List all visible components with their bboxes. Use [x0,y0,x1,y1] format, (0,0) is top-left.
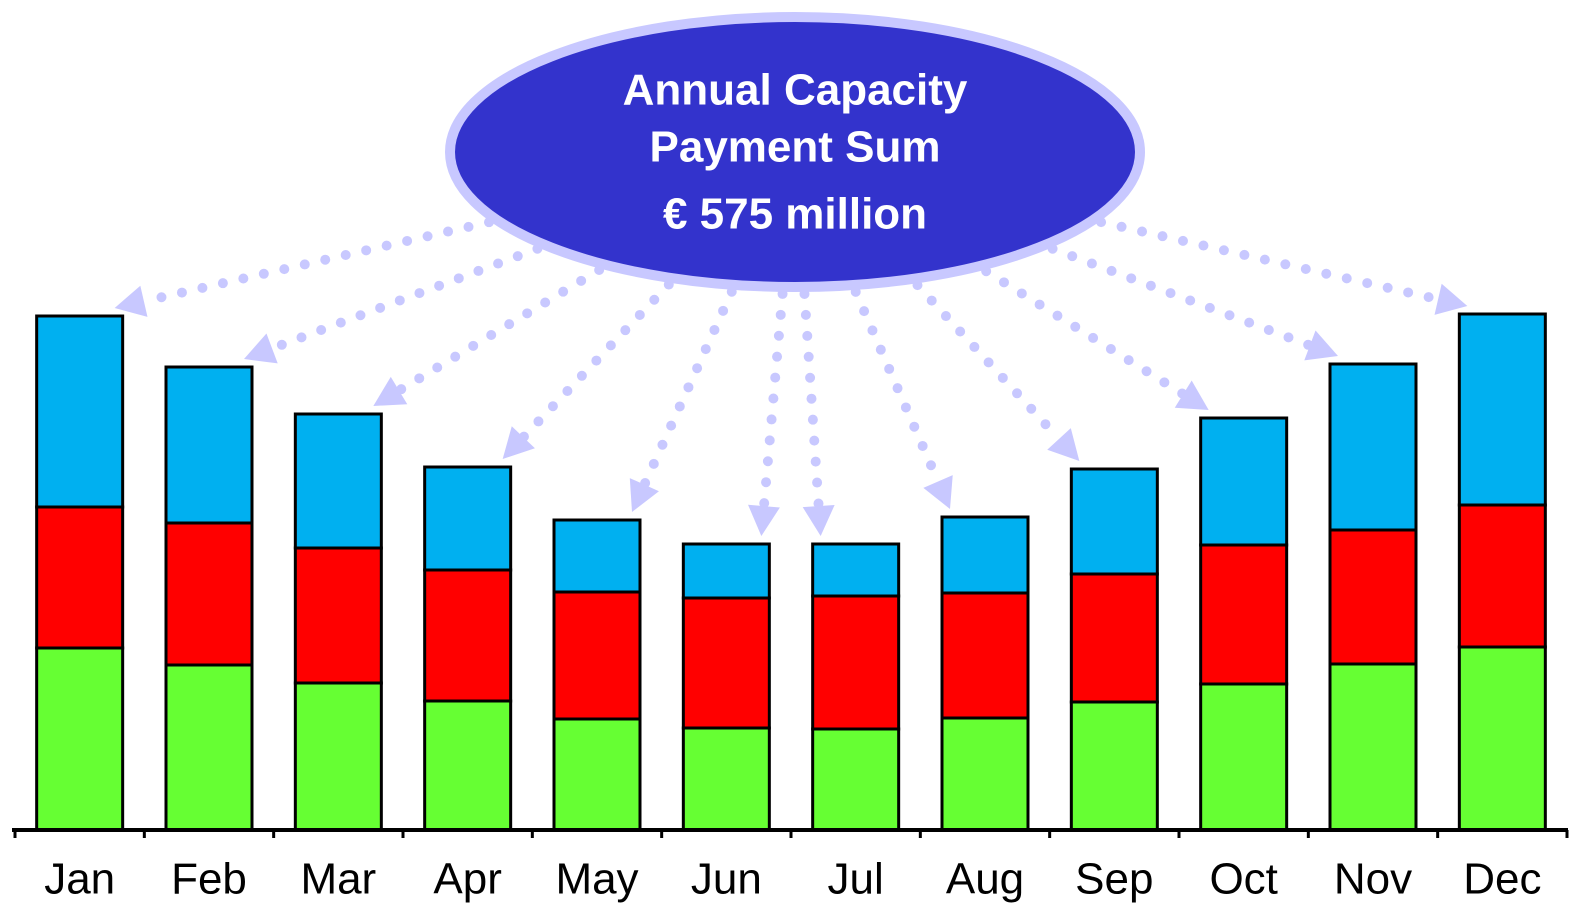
arrow-line [758,288,788,512]
x-tick-label: Mar [300,855,376,904]
bar-segment [552,518,642,594]
bar-segment [164,521,254,667]
bar-segment [1328,528,1418,666]
x-tick-label: Apr [433,855,501,904]
x-tick-label: Aug [946,855,1024,904]
x-tick-label: Feb [171,855,247,904]
x-tick-label: Oct [1209,855,1277,904]
arrow-line [912,280,1065,444]
annotation-line: € 575 million [663,190,927,239]
bar-segment [681,726,771,832]
bar-segment [35,505,125,650]
annotation-line: Annual Capacity [623,66,968,115]
bar-segment [1328,662,1418,832]
arrow-head [1047,428,1080,461]
bar-segment [552,717,642,832]
bar-segment [1199,416,1289,547]
x-tick-label: Jan [44,855,115,904]
arrow-line [138,217,494,307]
bar-segment [1069,572,1159,704]
arrow-head [802,504,835,536]
arrow-line [394,264,605,396]
bar-segment [293,546,383,685]
arrows [114,217,1468,536]
arrow-head [629,478,659,512]
arrow-head [923,475,953,509]
bar-segment [35,314,125,509]
arrow-head [1304,330,1338,361]
bar-segment [35,646,125,832]
bars [35,312,1547,832]
arrow-line [639,286,737,490]
bar-segment [552,590,642,721]
bar-segment [681,542,771,600]
arrow-line [1096,217,1444,305]
arrow-head [502,426,535,459]
x-tick-label: May [555,855,638,904]
arrow-head [373,376,408,406]
bar-segment [940,716,1030,832]
arrow-line [1047,243,1315,351]
arrow-line [267,243,543,354]
bar-segment [1328,362,1418,532]
bar-segment [1069,467,1159,576]
bar-segment [1199,682,1289,832]
annotation-line: Payment Sum [650,123,941,172]
bar-segment [1457,645,1547,832]
bar-segment [164,663,254,832]
bar-segment [811,542,901,598]
arrow-head [114,285,148,317]
bar-segment [423,699,513,832]
bar-segment [940,515,1030,595]
arrow-head [748,504,780,536]
bar-segment [164,365,254,525]
arrow-line [799,288,824,512]
arrow-line [850,286,944,487]
arrow-head [1174,380,1209,410]
bar-segment [940,591,1030,720]
x-tick-label: Jul [828,855,884,904]
bar-segment [1457,503,1547,649]
bar-segment [293,681,383,832]
annotation-bubble [445,12,1145,292]
bar-segment [1457,312,1547,507]
x-tick-label: Dec [1463,855,1541,904]
bar-segment [681,596,771,730]
bar-segment [293,412,383,550]
arrow-head [244,333,278,364]
arrow-head [1434,283,1468,315]
bar-segment [1199,543,1289,686]
bar-segment [1069,700,1159,832]
arrow-line [518,279,674,443]
bar-segment [811,594,901,731]
x-tick-label: Sep [1075,855,1153,904]
bar-segment [423,465,513,572]
x-tick-label: Jun [691,855,762,904]
bar-segment [811,727,901,832]
arrow-line [981,266,1189,400]
bar-segment [423,568,513,703]
x-tick-label: Nov [1334,855,1412,904]
